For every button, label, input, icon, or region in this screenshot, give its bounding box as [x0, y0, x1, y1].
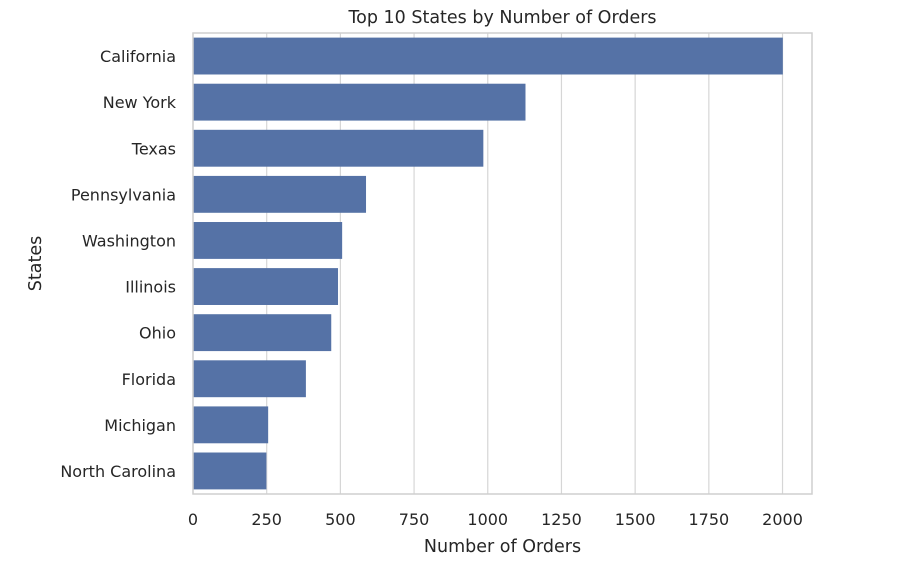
chart-title: Top 10 States by Number of Orders — [347, 8, 656, 28]
y-tick-label: North Carolina — [60, 462, 176, 481]
x-axis-label: Number of Orders — [424, 537, 581, 557]
y-tick-label: Michigan — [104, 416, 176, 435]
bar — [193, 83, 526, 121]
y-tick-label: Texas — [131, 139, 176, 158]
y-tick-label: California — [100, 47, 176, 66]
bar — [193, 360, 306, 398]
y-tick-label: Washington — [82, 231, 176, 250]
x-tick-label: 2000 — [762, 510, 803, 529]
bar — [193, 268, 339, 305]
x-tick-label: 1000 — [467, 510, 508, 529]
bar — [193, 406, 269, 444]
y-tick-label: Florida — [122, 370, 176, 389]
x-tick-label: 250 — [251, 510, 282, 529]
bar — [193, 222, 343, 259]
x-tick-label: 1500 — [615, 510, 656, 529]
x-tick-label: 0 — [188, 510, 198, 529]
bar — [193, 129, 484, 167]
bar — [193, 37, 783, 75]
x-tick-labels: 0 250 500 750 1000 1250 1500 1750 2000 — [188, 510, 803, 529]
bar — [193, 452, 267, 490]
y-tick-labels: California New York Texas Pennsylvania Washi… — [60, 47, 176, 481]
bars — [193, 37, 783, 490]
x-tick-label: 1750 — [688, 510, 729, 529]
bar — [193, 175, 367, 213]
y-tick-label: Ohio — [139, 324, 176, 343]
y-axis-label: States — [26, 236, 46, 291]
plot-frame — [192, 32, 813, 495]
x-tick-label: 750 — [399, 510, 430, 529]
x-tick-label: 1250 — [541, 510, 582, 529]
x-tick-label: 500 — [325, 510, 356, 529]
y-tick-label: Illinois — [125, 278, 176, 297]
y-tick-label: New York — [103, 93, 177, 112]
y-tick-label: Pennsylvania — [71, 185, 176, 204]
bar — [193, 314, 332, 352]
